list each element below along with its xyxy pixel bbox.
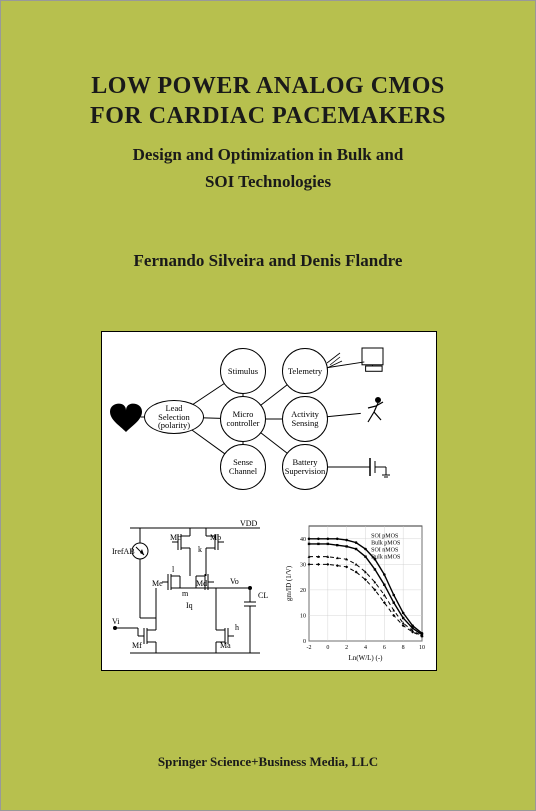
- bd-node-sense: SenseChannel: [220, 444, 266, 490]
- circuit-label-l: l: [172, 565, 175, 574]
- title-block: LOW POWER ANALOG CMOS FOR CARDIAC PACEMA…: [1, 71, 535, 195]
- svg-text:40: 40: [300, 537, 306, 543]
- svg-text:0: 0: [326, 645, 329, 651]
- svg-text:-2: -2: [307, 645, 312, 651]
- title-line-1: LOW POWER ANALOG CMOS: [1, 71, 535, 101]
- circuit-label-ma: Ma: [220, 641, 231, 650]
- svg-text:SOI pMOS: SOI pMOS: [371, 534, 398, 540]
- circuit-label-mb: Mb: [210, 533, 221, 542]
- bd-node-stimulus: Stimulus: [220, 348, 266, 394]
- svg-text:SOI nMOS: SOI nMOS: [371, 548, 398, 554]
- gmid-chart: -20246810010203040Ln(W/L) (-)gm/ID (1/V)…: [283, 518, 428, 663]
- circuit-label-md: Md: [196, 579, 207, 588]
- svg-text:2: 2: [345, 645, 348, 651]
- circuit-label-mf: Mf: [132, 641, 142, 650]
- circuit-label-mc: Mc: [170, 533, 181, 542]
- circuit-label-m: m: [182, 589, 189, 598]
- subtitle-line-2: SOI Technologies: [1, 168, 535, 195]
- svg-text:8: 8: [402, 645, 405, 651]
- circuit-label-h: h: [235, 623, 239, 632]
- svg-text:20: 20: [300, 588, 306, 594]
- book-cover: LOW POWER ANALOG CMOS FOR CARDIAC PACEMA…: [0, 0, 536, 811]
- bd-node-telemetry: Telemetry: [282, 348, 328, 394]
- svg-text:6: 6: [383, 645, 386, 651]
- svg-text:gm/ID (1/V): gm/ID (1/V): [285, 565, 293, 601]
- circuit-label-vo: Vo: [230, 577, 239, 586]
- circuit-label-cl: CL: [258, 591, 268, 600]
- svg-text:Bulk nMOS: Bulk nMOS: [371, 555, 400, 561]
- bd-node-micro: Microcontroller: [220, 396, 266, 442]
- bd-node-activity: ActivitySensing: [282, 396, 328, 442]
- authors: Fernando Silveira and Denis Flandre: [1, 251, 535, 271]
- svg-text:30: 30: [300, 562, 306, 568]
- publisher: Springer Science+Business Media, LLC: [1, 754, 535, 770]
- subtitle-line-1: Design and Optimization in Bulk and: [1, 141, 535, 168]
- svg-text:0: 0: [303, 639, 306, 645]
- circuit-label-vi: Vi: [112, 617, 120, 626]
- figure-panel: LeadSelection(polarity) StimulusMicrocont…: [101, 331, 437, 671]
- svg-text:Bulk pMOS: Bulk pMOS: [371, 541, 400, 547]
- bd-node-lead: LeadSelection(polarity): [144, 400, 204, 434]
- circuit-label-vdd: VDD: [240, 519, 258, 528]
- circuit-label-iref: IrefAB: [112, 547, 135, 556]
- svg-text:4: 4: [364, 645, 367, 651]
- circuit-label-iq: Iq: [186, 601, 193, 610]
- block-diagram: LeadSelection(polarity) StimulusMicrocont…: [102, 340, 436, 510]
- title-line-2: FOR CARDIAC PACEMAKERS: [1, 101, 535, 131]
- svg-text:Ln(W/L) (-): Ln(W/L) (-): [348, 654, 383, 662]
- svg-text:10: 10: [300, 613, 306, 619]
- svg-text:10: 10: [419, 645, 425, 651]
- circuit-schematic: VDD IrefAB Mc: [110, 518, 278, 663]
- circuit-label-me: Me: [152, 579, 163, 588]
- circuit-label-k: k: [198, 545, 202, 554]
- bd-node-battery: BatterySupervision: [282, 444, 328, 490]
